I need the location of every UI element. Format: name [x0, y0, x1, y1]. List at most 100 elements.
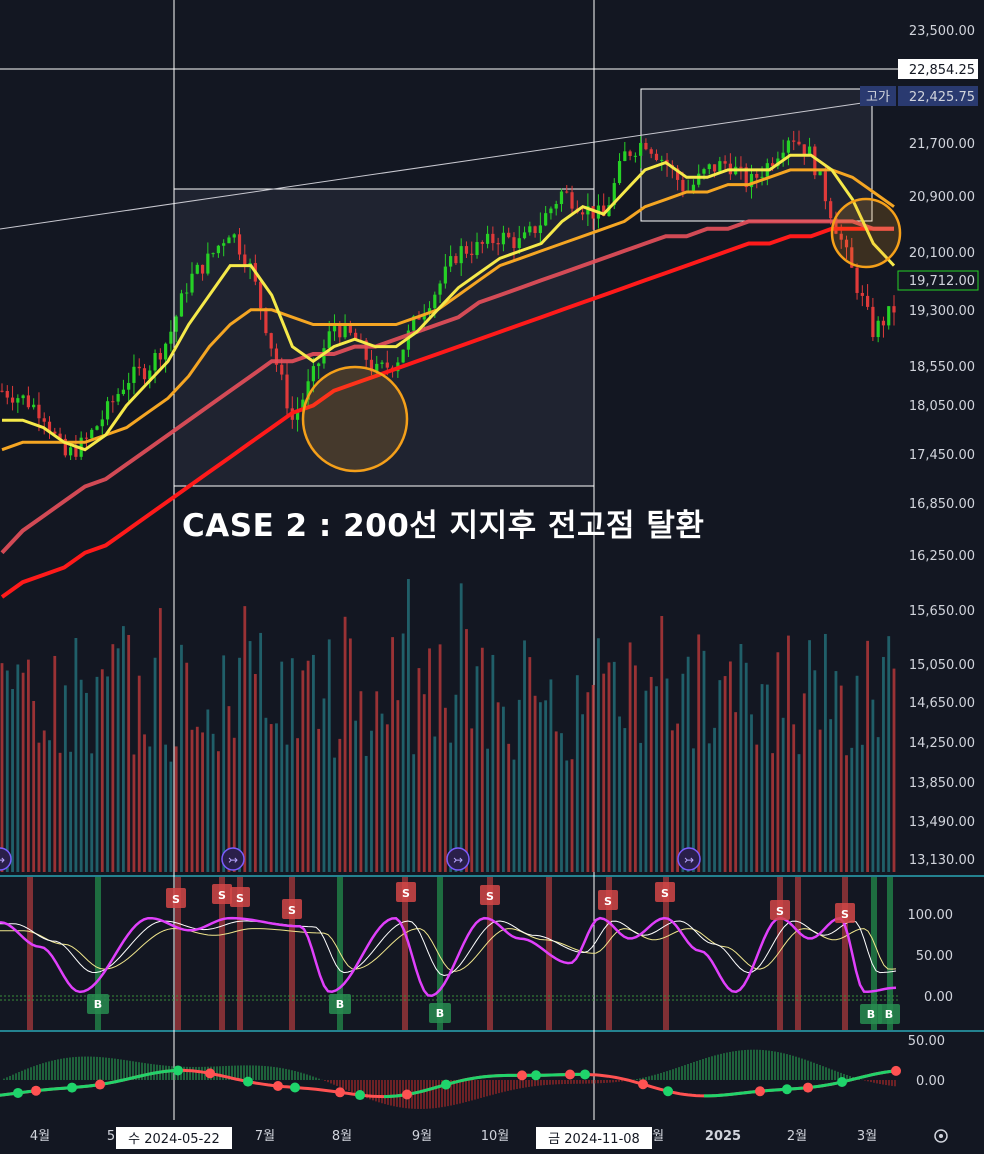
osc-tick-label: 0.00: [924, 990, 953, 1005]
buy-label: B: [867, 1008, 875, 1021]
candle: [697, 173, 701, 185]
candle: [90, 429, 94, 439]
momentum-bar: [714, 1055, 716, 1080]
candle: [47, 421, 52, 432]
volume-tick-label: 13,490.00: [909, 815, 975, 830]
momentum-bar: [873, 1080, 875, 1083]
momentum-dot: [402, 1089, 412, 1100]
momentum-line-up: [467, 1076, 473, 1081]
candle: [512, 237, 516, 249]
buy-marker: [329, 994, 351, 1014]
momentum-bar: [894, 1080, 896, 1087]
momentum-bar: [831, 1069, 833, 1080]
time-tick-label: 9월: [412, 1129, 432, 1144]
momentum-bar: [96, 1056, 98, 1080]
momentum-bar: [561, 1080, 563, 1085]
momentum-bar: [3, 1078, 5, 1080]
candle: [707, 164, 711, 170]
momentum-bar: [30, 1067, 32, 1080]
momentum-bar: [69, 1057, 71, 1080]
momentum-bar: [687, 1064, 689, 1080]
volume-bar: [612, 661, 616, 872]
momentum-bar: [612, 1080, 614, 1083]
momentum-bar: [252, 1065, 254, 1080]
momentum-bar: [435, 1080, 437, 1108]
candle: [433, 294, 437, 309]
momentum-bar: [513, 1080, 515, 1090]
sell-label: S: [172, 893, 180, 906]
candle: [591, 206, 595, 219]
momentum-bar: [15, 1073, 17, 1080]
candle: [232, 234, 236, 238]
momentum-bar: [288, 1069, 290, 1080]
volume-bar: [148, 746, 152, 872]
momentum-bar: [300, 1072, 302, 1080]
momentum-bar: [501, 1080, 503, 1093]
momentum-bar: [585, 1080, 587, 1084]
momentum-bar: [474, 1080, 476, 1100]
momentum-line-up: [419, 1089, 425, 1094]
momentum-bar: [696, 1060, 698, 1080]
volume-bar: [480, 647, 484, 872]
momentum-bar: [306, 1074, 308, 1080]
settings-gear-icon[interactable]: [934, 1129, 948, 1143]
momentum-bar: [108, 1057, 110, 1080]
signal-stripe: [437, 877, 443, 1030]
momentum-bar: [771, 1051, 773, 1080]
signal-stripe: [887, 877, 893, 1030]
signal-stripe: [27, 877, 33, 1030]
volume-bar: [829, 719, 833, 872]
volume-bar: [5, 670, 9, 872]
momentum-line-up: [147, 1072, 153, 1076]
volume-bar: [723, 676, 727, 872]
candle: [802, 144, 806, 155]
momentum-bar: [726, 1052, 728, 1080]
candle: [16, 398, 20, 403]
volume-bar: [808, 640, 811, 872]
momentum-line-up: [823, 1083, 829, 1087]
candle: [42, 418, 46, 422]
sell-label: S: [288, 904, 296, 917]
trend-line: [0, 102, 863, 230]
signal-stripe: [289, 877, 295, 1030]
candle: [153, 353, 157, 371]
volume-bar: [781, 717, 785, 872]
volume-bar: [644, 690, 648, 872]
momentum-bar: [264, 1066, 266, 1080]
candle: [544, 213, 548, 226]
candle: [633, 155, 637, 157]
momentum-bar: [693, 1061, 695, 1080]
volume-bar: [211, 733, 215, 872]
candle: [132, 366, 136, 383]
candle: [475, 242, 479, 256]
event-icon: [0, 847, 12, 871]
momentum-bar: [396, 1080, 398, 1107]
candle: [332, 326, 337, 332]
signal-stripe: [842, 877, 848, 1030]
candle: [195, 264, 199, 274]
momentum-bar: [720, 1053, 722, 1080]
momentum-bar: [480, 1080, 482, 1098]
volume-bar: [533, 695, 537, 872]
momentum-dot: [13, 1087, 23, 1098]
candle: [565, 191, 569, 193]
momentum-line-up: [7, 1092, 13, 1096]
candle: [179, 293, 184, 317]
candle: [623, 151, 627, 162]
candle: [427, 308, 432, 314]
volume-bar: [597, 638, 600, 872]
momentum-bar: [114, 1058, 116, 1080]
momentum-bar: [270, 1066, 272, 1080]
volume-bar: [338, 738, 342, 872]
momentum-line-up: [435, 1084, 441, 1089]
time-tick-label: 8월: [332, 1129, 352, 1144]
candle: [348, 323, 352, 333]
momentum-bar: [75, 1056, 77, 1080]
momentum-bar: [792, 1055, 794, 1080]
momentum-bar: [330, 1080, 332, 1084]
momentum-bar: [798, 1057, 800, 1080]
volume-bar: [158, 608, 162, 872]
momentum-bar: [858, 1078, 860, 1080]
momentum-bar: [582, 1080, 584, 1084]
